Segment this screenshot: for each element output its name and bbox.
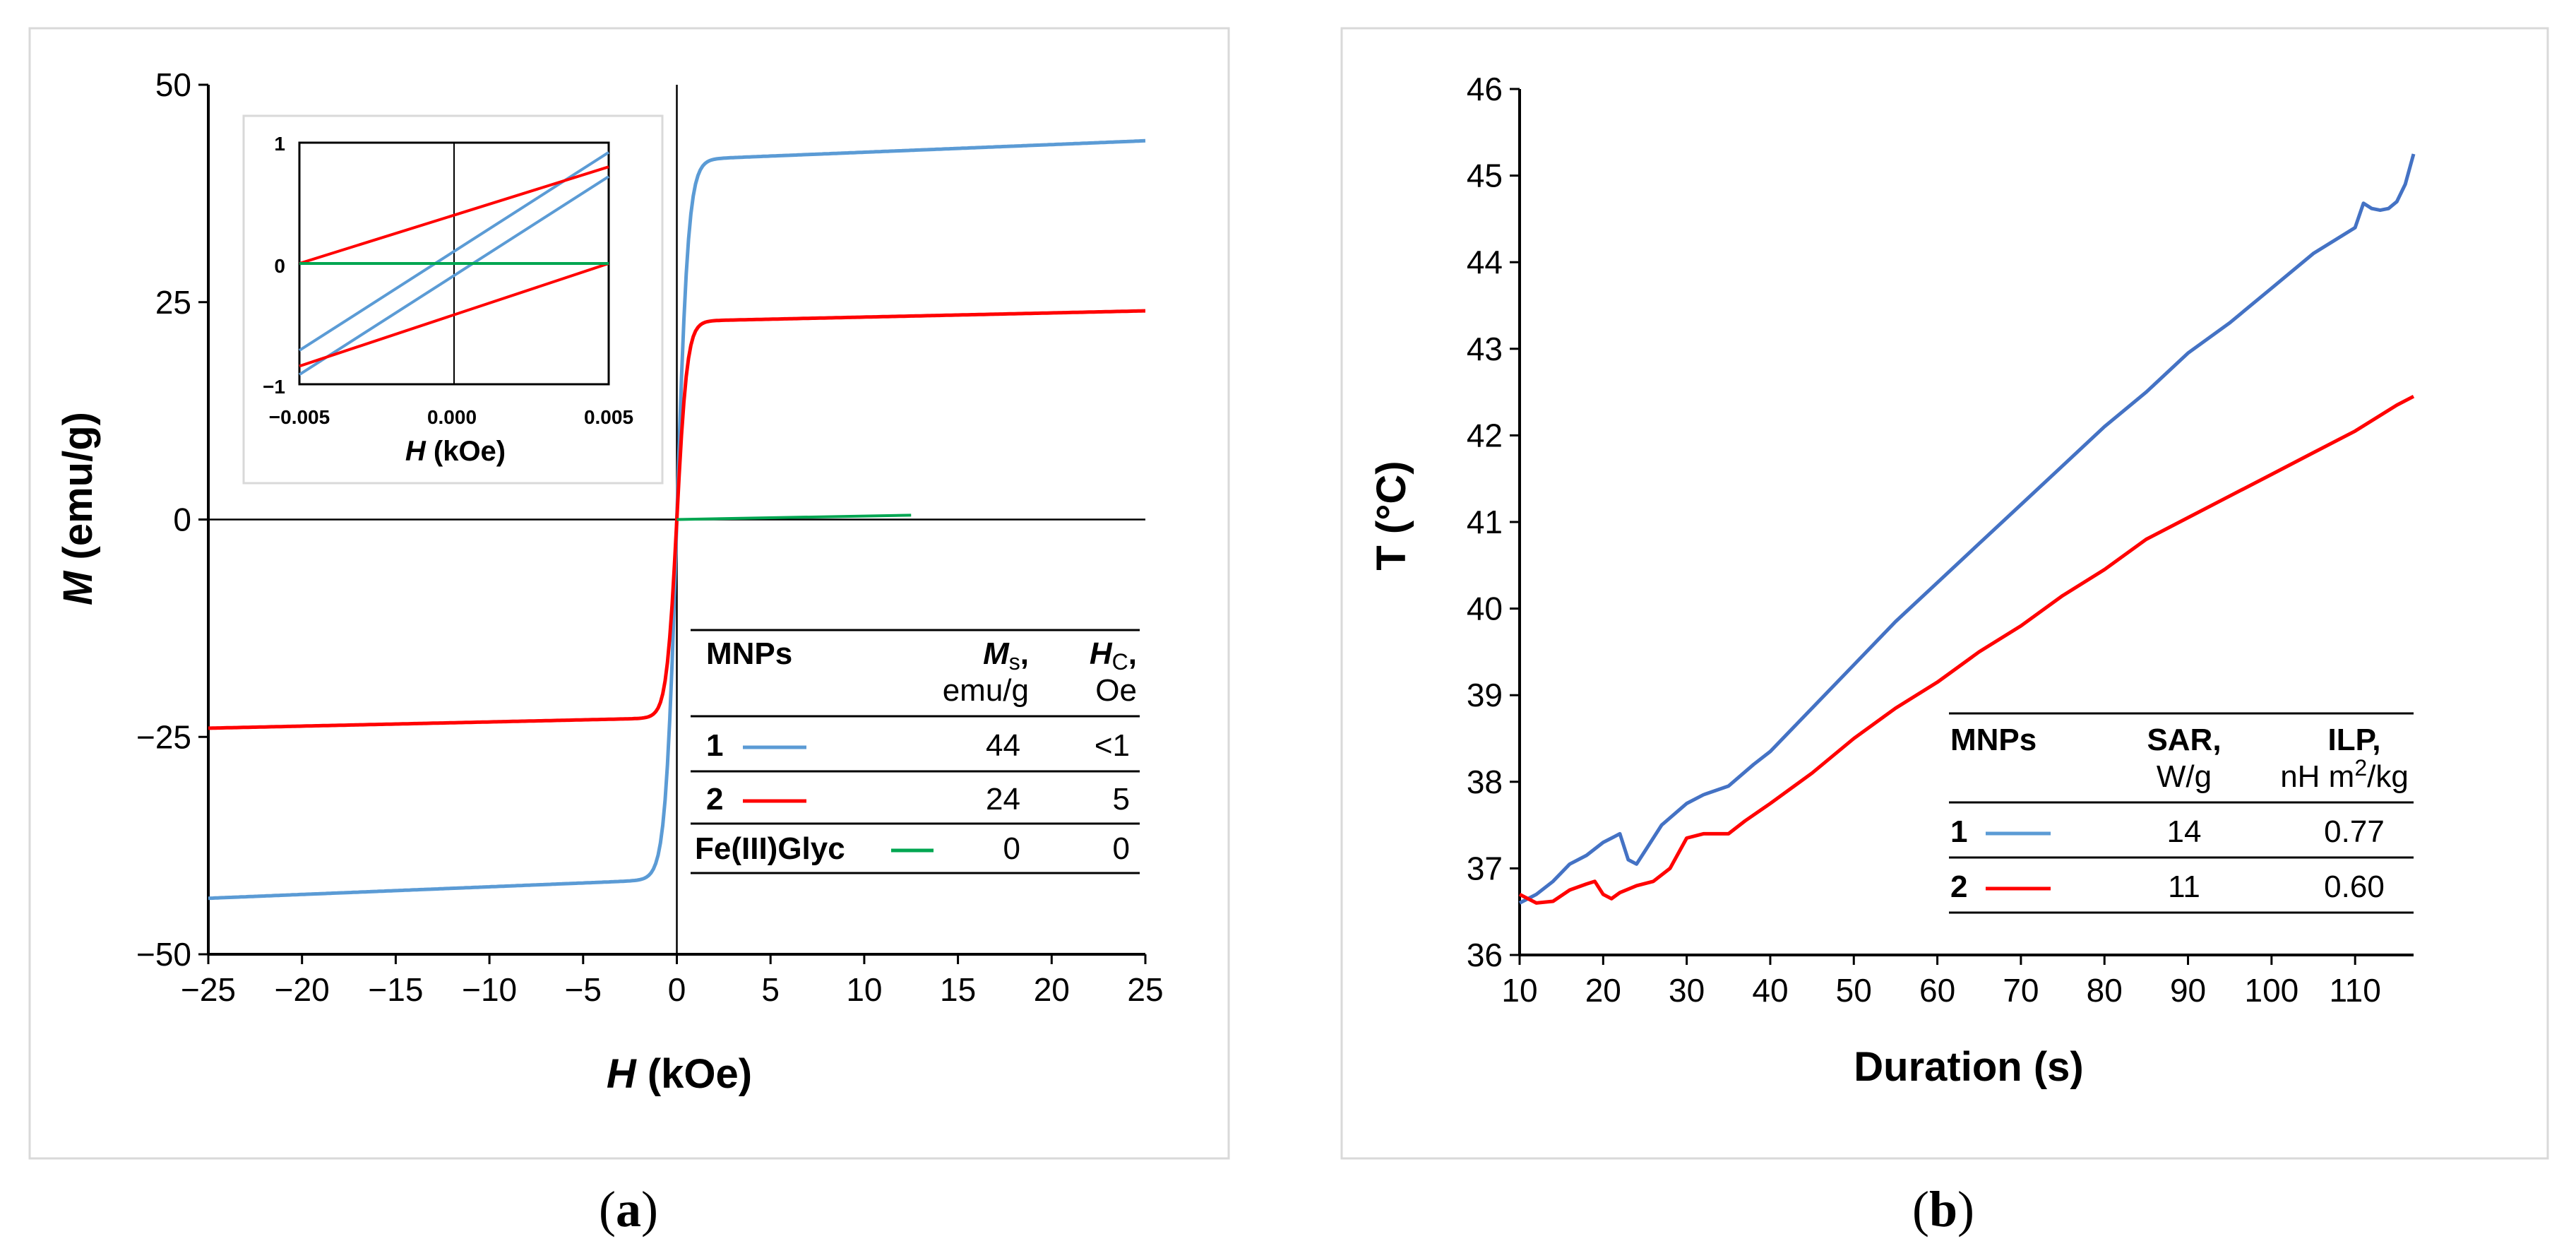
chart-a-x-tick-label: 25 [1127,971,1163,1008]
panel-b-frame [1340,27,2549,1160]
chart-a-x-tick-label: 5 [761,971,780,1008]
inset-x-tick-left: −0.005 [269,406,330,428]
panel-b-caption: (b) [1912,1181,1974,1238]
inset-y-tick-0: 0 [274,255,285,277]
chart-a-x-tick-label: 20 [1034,971,1070,1008]
chart-a-x-tick-label: 15 [940,971,976,1008]
chart-b-x-tick-label: 100 [2244,972,2298,1009]
chart-a-x-tick-label: −15 [368,971,423,1008]
chart-b-x-tick-label: 20 [1585,972,1621,1009]
chart-a-x-tick-label: −5 [565,971,602,1008]
legend-b-row1-sar: 14 [2167,814,2202,849]
legend-b-row2-name: 2 [1950,870,1967,904]
legend-a-sub-hc: Oe [1095,673,1137,708]
legend-b-header-mnps: MNPs [1950,723,2037,757]
chart-b-x-tick-label: 50 [1836,972,1872,1009]
legend-a-header-ms: Ms, [983,636,1029,675]
chart-a-inset: 1 0 −1 −0.005 0.000 0.005 H (kOe) [242,114,664,485]
inset-y-tick-minus1: −1 [263,376,285,398]
legend-a-row2-hc: 5 [1113,782,1130,817]
chart-a-x-tick-label: 0 [668,971,686,1008]
legend-a-row3-hc: 0 [1113,831,1130,866]
legend-a-header-hc: HC, [1090,636,1137,675]
chart-a-x-label: H (kOe) [607,1051,752,1097]
chart-a-x-tick-label: −10 [462,971,517,1008]
chart-a-x-tick-label: −25 [181,971,236,1008]
inset-loop-line [298,175,610,376]
series-fe-line [676,514,912,521]
chart-b-x-tick-label: 80 [2087,972,2123,1009]
chart-b-y-tick-label: 40 [1467,591,1503,627]
chart-a-y-tick-label: −25 [136,718,191,755]
inset-x-label: H (kOe) [405,436,506,467]
chart-b-y-tick-label: 42 [1467,417,1503,453]
chart-a-x-ticks: −25 −20 −15 −10 −5 0 5 10 15 20 25 [181,954,1164,1008]
legend-b-sub-sar: W/g [2157,759,2212,794]
legend-b-row2-ilp: 0.60 [2324,870,2385,904]
chart-a-y-tick-label: 25 [155,284,191,321]
chart-b-legend-table: MNPs SAR, ILP, W/g nH m2/kg 1 14 0.77 2 … [1949,712,2414,914]
panel-a-caption: (a) [599,1181,658,1238]
legend-a-row1-name: 1 [706,728,723,763]
chart-b-x-tick-label: 70 [2003,972,2039,1009]
inset-frame [242,114,664,485]
chart-b-y-tick-label: 45 [1467,158,1503,194]
chart-a-x-tick-label: −20 [275,971,330,1008]
inset-x-tick-mid: 0.000 [427,406,477,428]
series-2-line [1518,394,2415,905]
inset-loop-line [299,262,609,368]
chart-b-y-tick-label: 43 [1467,331,1503,367]
legend-a-header-mnps: MNPs [706,636,792,671]
legend-a-row1-hc: <1 [1095,728,1130,763]
legend-a-row2-name: 2 [706,782,723,817]
chart-a-series [208,138,1146,901]
chart-b-x-tick-label: 30 [1669,972,1705,1009]
chart-b-y-ticks: 36 37 38 39 40 41 42 43 44 45 46 [1467,71,1520,973]
chart-b-y-tick-label: 37 [1467,850,1503,886]
chart-a-y-tick-label: 0 [173,502,191,538]
inset-loop-line [298,150,610,352]
inset-loop-line [299,165,609,265]
chart-a-y-tick-label: −50 [136,936,191,973]
series-1-line [1518,153,2416,905]
legend-a-row2-ms: 24 [986,782,1020,817]
chart-b: 10 20 30 40 50 60 70 80 90 100 110 36 37 38 39 40 41 42 4… [1368,71,2416,1090]
legend-b-header-ilp: ILP, [2327,723,2380,757]
chart-b-x-tick-label: 110 [2330,972,2381,1009]
chart-b-x-tick-label: 60 [1919,972,1955,1009]
chart-b-y-tick-label: 36 [1467,937,1503,973]
inset-lines [298,150,610,376]
chart-b-x-tick-label: 10 [1501,972,1537,1009]
chart-b-series [1518,153,2416,905]
chart-a-x-tick-label: 10 [846,971,882,1008]
legend-b-row2-sar: 11 [2168,870,2200,904]
chart-b-x-label: Duration (s) [1854,1044,2083,1090]
chart-a-legend-table: MNPs Ms, HC, emu/g Oe 1 44 <1 2 24 5 Fe(… [691,629,1140,874]
chart-b-y-tick-label: 39 [1467,677,1503,713]
chart-b-y-tick-label: 41 [1467,504,1503,540]
legend-b-header-sar: SAR, [2147,723,2221,757]
legend-a-row3-ms: 0 [1003,831,1020,866]
chart-a-y-tick-label: 50 [155,66,191,103]
legend-b-row1-ilp: 0.77 [2324,814,2385,849]
inset-x-tick-right: 0.005 [584,406,633,428]
legend-a-row1-ms: 44 [986,728,1020,763]
inset-y-tick-1: 1 [274,133,285,155]
legend-a-sub-ms: emu/g [943,673,1029,708]
legend-a-row3-name: Fe(III)Glyc [695,831,845,866]
chart-b-x-ticks: 10 20 30 40 50 60 70 80 90 100 110 [1501,955,2381,1009]
chart-b-y-tick-label: 44 [1467,244,1503,280]
chart-b-y-label: T (°C) [1368,461,1414,570]
chart-b-x-tick-label: 40 [1752,972,1788,1009]
chart-a-y-label: M (emu/g) [55,412,101,605]
chart-a-y-ticks: −50 −25 0 25 50 [136,66,208,973]
legend-b-sub-ilp: nH m2/kg [2280,755,2409,794]
legend-b-row1-name: 1 [1950,814,1967,849]
chart-b-y-tick-label: 38 [1467,764,1503,800]
chart-b-y-tick-label: 46 [1467,71,1503,107]
chart-b-x-tick-label: 90 [2170,972,2206,1009]
